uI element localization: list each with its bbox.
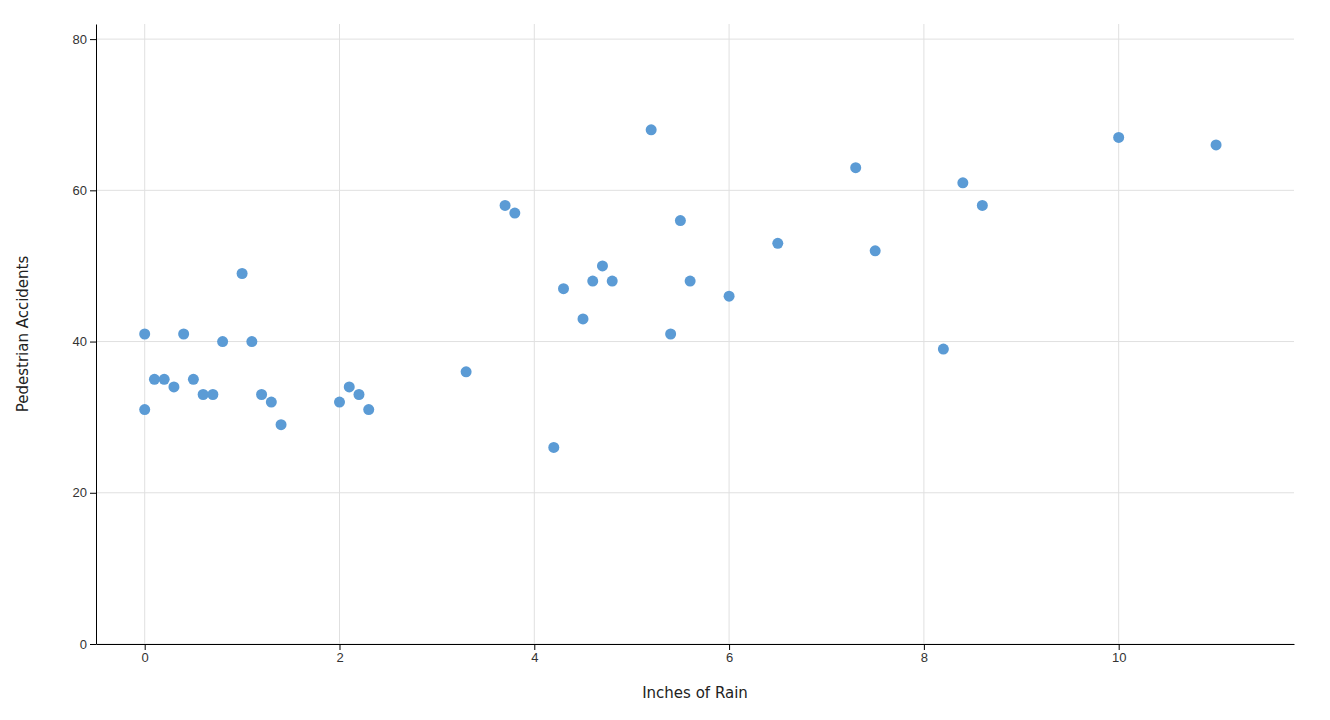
- point: [646, 124, 657, 135]
- x-axis-tick-mark: [145, 644, 146, 650]
- y-axis-tick: 20: [73, 485, 96, 500]
- point: [266, 397, 277, 408]
- x-axis-tick: 10: [1112, 644, 1126, 665]
- chart: 0 2 4 6 8 10 0 20 40 60 80 Inches of Rain Pedestrian…: [0, 0, 1330, 720]
- point: [159, 374, 170, 385]
- point: [276, 419, 287, 430]
- x-axis: 0 2 4 6 8 10: [97, 644, 1295, 665]
- x-axis-tick-mark: [729, 644, 730, 650]
- point: [1113, 132, 1124, 143]
- point: [207, 389, 218, 400]
- point: [1211, 139, 1222, 150]
- point: [188, 374, 199, 385]
- grid-line-x: [339, 24, 340, 644]
- y-axis-tick-mark: [90, 493, 96, 494]
- point: [850, 162, 861, 173]
- point: [665, 329, 676, 340]
- x-axis-tick-mark: [1119, 644, 1120, 650]
- point: [577, 313, 588, 324]
- grid-line-y: [96, 341, 1294, 342]
- x-axis-tick: 2: [336, 644, 343, 665]
- point: [461, 366, 472, 377]
- point: [938, 344, 949, 355]
- grid: [96, 24, 1294, 644]
- x-axis-tick-label: 10: [1112, 650, 1126, 665]
- y-axis-tick: 60: [73, 183, 96, 198]
- x-axis-tick-mark: [534, 644, 535, 650]
- x-axis-line: [97, 644, 1295, 645]
- point: [509, 208, 520, 219]
- grid-line-x: [534, 24, 535, 644]
- grid-line-y: [96, 492, 1294, 493]
- y-axis-tick: 40: [73, 334, 96, 349]
- y-axis-tick-mark: [90, 342, 96, 343]
- point: [772, 238, 783, 249]
- y-axis-tick-mark: [90, 190, 96, 191]
- point: [149, 374, 160, 385]
- x-axis-tick-mark: [339, 644, 340, 650]
- point: [597, 260, 608, 271]
- point: [977, 200, 988, 211]
- point: [178, 329, 189, 340]
- point: [139, 404, 150, 415]
- x-axis-tick-mark: [924, 644, 925, 650]
- y-axis-tick-mark: [90, 39, 96, 40]
- y-axis-tick-label: 80: [73, 32, 87, 47]
- point: [675, 215, 686, 226]
- point: [724, 291, 735, 302]
- point: [558, 283, 569, 294]
- point: [363, 404, 374, 415]
- x-axis-tick-label: 4: [531, 650, 538, 665]
- point: [246, 336, 257, 347]
- point: [139, 329, 150, 340]
- point: [587, 276, 598, 287]
- x-axis-tick-label: 6: [726, 650, 733, 665]
- y-axis-tick-label: 20: [73, 485, 87, 500]
- y-axis-tick: 80: [73, 32, 96, 47]
- x-axis-tick: 4: [531, 644, 538, 665]
- point: [870, 245, 881, 256]
- y-axis-tick: 0: [80, 637, 96, 652]
- y-axis-tick-label: 60: [73, 183, 87, 198]
- point: [334, 397, 345, 408]
- y-axis-tick-label: 40: [73, 334, 87, 349]
- grid-line-x: [1118, 24, 1119, 644]
- grid-line-y: [96, 39, 1294, 40]
- point: [548, 442, 559, 453]
- grid-line-y: [96, 644, 1294, 645]
- point: [607, 276, 618, 287]
- point: [237, 268, 248, 279]
- x-axis-tick-label: 8: [921, 650, 928, 665]
- point: [500, 200, 511, 211]
- grid-line-y: [96, 190, 1294, 191]
- grid-line-x: [923, 24, 924, 644]
- y-axis-title: Pedestrian Accidents: [14, 256, 32, 413]
- x-axis-tick-label: 0: [142, 650, 149, 665]
- x-axis-title: Inches of Rain: [642, 684, 748, 702]
- point: [198, 389, 209, 400]
- point: [685, 276, 696, 287]
- plot: 0 2 4 6 8 10 0 20 40 60 80: [73, 24, 1295, 665]
- grid-line-x: [729, 24, 730, 644]
- y-axis-tick-label: 0: [80, 637, 87, 652]
- x-axis-tick: 8: [921, 644, 928, 665]
- y-axis-tick-mark: [90, 644, 96, 645]
- point: [353, 389, 364, 400]
- point: [344, 381, 355, 392]
- y-axis: 0 20 40 60 80: [73, 25, 97, 652]
- points: [139, 124, 1221, 453]
- point: [168, 381, 179, 392]
- x-axis-tick: 6: [726, 644, 733, 665]
- x-axis-tick-label: 2: [336, 650, 343, 665]
- point: [217, 336, 228, 347]
- point: [957, 177, 968, 188]
- y-axis-line: [96, 25, 97, 645]
- point: [256, 389, 267, 400]
- x-axis-tick: 0: [142, 644, 149, 665]
